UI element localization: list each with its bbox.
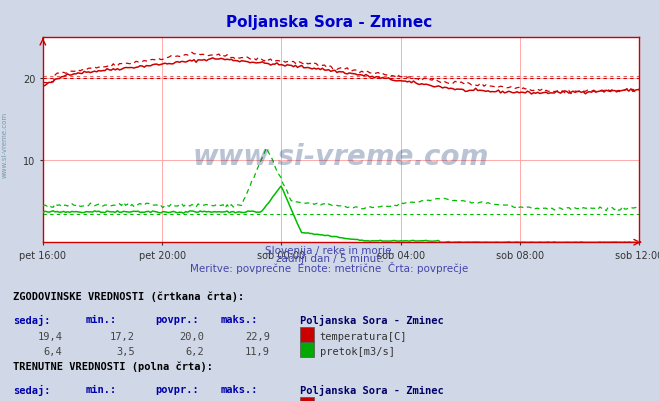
Text: www.si-vreme.com: www.si-vreme.com <box>2 111 8 177</box>
Text: TRENUTNE VREDNOSTI (polna črta):: TRENUTNE VREDNOSTI (polna črta): <box>13 361 213 371</box>
Text: zadnji dan / 5 minut.: zadnji dan / 5 minut. <box>275 254 384 263</box>
Text: Poljanska Sora - Zminec: Poljanska Sora - Zminec <box>300 314 444 325</box>
Text: temperatura[C]: temperatura[C] <box>320 331 407 341</box>
Text: Slovenija / reke in morje.: Slovenija / reke in morje. <box>264 246 395 255</box>
Text: 6,4: 6,4 <box>44 346 63 356</box>
Text: 19,4: 19,4 <box>38 331 63 341</box>
Text: 22,9: 22,9 <box>245 331 270 341</box>
Text: povpr.:: povpr.: <box>155 384 198 394</box>
Text: povpr.:: povpr.: <box>155 314 198 324</box>
Text: ZGODOVINSKE VREDNOSTI (črtkana črta):: ZGODOVINSKE VREDNOSTI (črtkana črta): <box>13 291 244 301</box>
Text: 11,9: 11,9 <box>245 346 270 356</box>
Text: sedaj:: sedaj: <box>13 384 51 395</box>
Text: 3,5: 3,5 <box>117 346 135 356</box>
Text: pretok[m3/s]: pretok[m3/s] <box>320 346 395 356</box>
Text: Poljanska Sora - Zminec: Poljanska Sora - Zminec <box>300 384 444 395</box>
Text: Poljanska Sora - Zminec: Poljanska Sora - Zminec <box>227 14 432 30</box>
Text: maks.:: maks.: <box>221 384 258 394</box>
Text: 6,2: 6,2 <box>186 346 204 356</box>
Text: 17,2: 17,2 <box>110 331 135 341</box>
Text: sedaj:: sedaj: <box>13 314 51 325</box>
Text: min.:: min.: <box>86 384 117 394</box>
Text: 20,0: 20,0 <box>179 331 204 341</box>
Text: Meritve: povprečne  Enote: metrične  Črta: povprečje: Meritve: povprečne Enote: metrične Črta:… <box>190 261 469 273</box>
Text: maks.:: maks.: <box>221 314 258 324</box>
Text: www.si-vreme.com: www.si-vreme.com <box>193 143 489 171</box>
Text: min.:: min.: <box>86 314 117 324</box>
